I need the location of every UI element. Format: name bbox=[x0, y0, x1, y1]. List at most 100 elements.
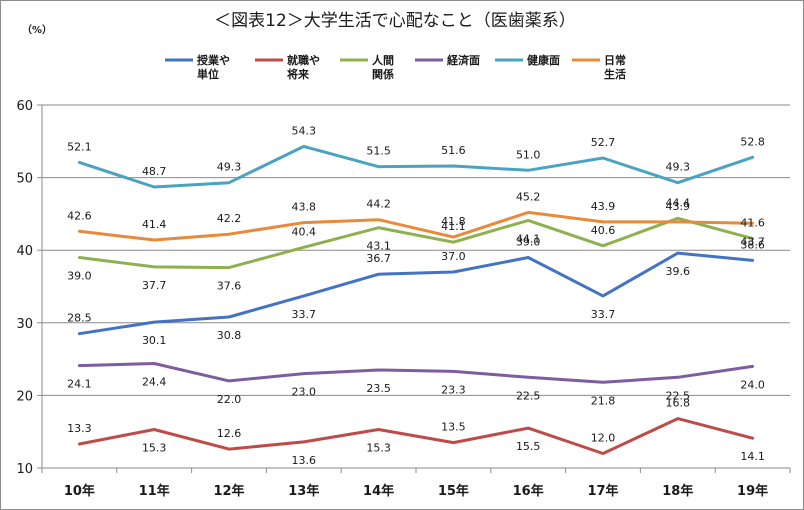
axes: 10 20 30 40 50 60 10年 11年 12年 13年 14年 15年 16年 17年 18年 1… bbox=[16, 99, 791, 499]
legend-label: 関係 bbox=[372, 67, 394, 81]
data-label: 24.0 bbox=[740, 378, 765, 391]
series-line bbox=[77, 251, 755, 336]
data-label: 14.1 bbox=[740, 450, 765, 463]
data-label: 51.0 bbox=[516, 148, 541, 161]
data-label: 21.8 bbox=[591, 394, 616, 407]
data-label: 24.4 bbox=[142, 375, 167, 388]
data-label: 44.4 bbox=[666, 196, 691, 209]
data-label: 33.7 bbox=[591, 308, 616, 321]
data-label: 37.0 bbox=[441, 250, 466, 263]
data-label: 54.3 bbox=[292, 124, 317, 137]
legend-label: 将来 bbox=[287, 67, 310, 81]
data-label: 44.1 bbox=[516, 232, 541, 245]
y-tick-label: 60 bbox=[16, 99, 33, 114]
y-tick-label: 30 bbox=[16, 317, 33, 332]
data-label: 43.9 bbox=[666, 200, 691, 213]
data-label: 40.6 bbox=[591, 224, 616, 237]
series-line bbox=[77, 216, 755, 270]
data-label: 36.7 bbox=[366, 252, 391, 265]
data-label: 52.1 bbox=[67, 140, 92, 153]
data-label: 28.5 bbox=[67, 312, 92, 325]
gridlines bbox=[42, 104, 790, 396]
data-label: 44.2 bbox=[366, 198, 391, 211]
y-tick-label: 20 bbox=[16, 389, 33, 404]
legend-label: 日常 bbox=[604, 53, 626, 67]
y-tick-label: 10 bbox=[16, 462, 33, 477]
legend-label: 経済面 bbox=[447, 53, 480, 67]
data-label: 42.6 bbox=[67, 209, 92, 222]
data-label: 39.0 bbox=[516, 235, 541, 248]
data-label: 48.7 bbox=[142, 165, 167, 178]
x-tick-label: 10年 bbox=[64, 483, 95, 499]
data-label: 30.1 bbox=[142, 334, 167, 347]
data-label: 15.3 bbox=[366, 442, 391, 455]
data-label: 51.5 bbox=[366, 145, 391, 158]
data-label: 42.2 bbox=[217, 212, 242, 225]
data-label: 33.7 bbox=[292, 308, 317, 321]
y-tick-label: 40 bbox=[16, 244, 33, 259]
x-tick-label: 19年 bbox=[737, 483, 768, 499]
data-label: 43.9 bbox=[591, 200, 616, 213]
data-label: 22.5 bbox=[666, 389, 691, 402]
data-label: 23.5 bbox=[366, 382, 391, 395]
data-label: 43.8 bbox=[292, 201, 317, 214]
data-label: 30.8 bbox=[217, 329, 242, 342]
data-label: 13.3 bbox=[67, 422, 92, 435]
data-label: 12.0 bbox=[591, 431, 616, 444]
unit-label: （%） bbox=[22, 23, 52, 36]
series-lines bbox=[77, 144, 755, 455]
legend-label: 就職や bbox=[287, 53, 320, 67]
data-label: 41.1 bbox=[441, 220, 466, 233]
data-label: 45.2 bbox=[516, 190, 541, 203]
data-label: 24.1 bbox=[67, 378, 92, 391]
data-label: 51.6 bbox=[441, 144, 466, 157]
x-tick-label: 18年 bbox=[662, 483, 693, 499]
x-tick-label: 13年 bbox=[288, 483, 319, 499]
data-label: 52.8 bbox=[740, 135, 765, 148]
data-label: 22.0 bbox=[217, 393, 242, 406]
x-tick-label: 15年 bbox=[438, 483, 469, 499]
data-label: 16.8 bbox=[666, 397, 691, 410]
data-label: 43.7 bbox=[740, 235, 765, 248]
data-label: 38.6 bbox=[740, 238, 765, 251]
data-label: 49.3 bbox=[217, 161, 242, 174]
data-label: 13.5 bbox=[441, 421, 466, 434]
data-label: 13.6 bbox=[292, 454, 317, 467]
data-label: 15.3 bbox=[142, 442, 167, 455]
x-tick-label: 12年 bbox=[213, 483, 244, 499]
data-label: 23.3 bbox=[441, 383, 466, 396]
chart-title: ＜図表12＞大学生活で心配なこと（医歯薬系） bbox=[214, 11, 576, 31]
data-label: 15.5 bbox=[516, 440, 541, 453]
x-tick-label: 16年 bbox=[513, 483, 544, 499]
data-labels: 28.5 30.1 30.8 33.7 36.7 37.0 39.0 33.7 39.6 38.6… bbox=[67, 124, 765, 466]
series-line bbox=[77, 210, 755, 242]
series-line bbox=[77, 362, 755, 384]
data-label: 40.4 bbox=[292, 225, 317, 238]
data-label: 39.0 bbox=[67, 269, 92, 282]
legend-label: 単位 bbox=[197, 67, 219, 81]
data-label: 23.0 bbox=[292, 386, 317, 399]
legend-label: 人間 bbox=[372, 53, 394, 67]
data-label: 41.4 bbox=[142, 218, 167, 231]
data-label: 43.1 bbox=[366, 240, 391, 253]
data-label: 49.3 bbox=[666, 161, 691, 174]
data-label: 41.8 bbox=[441, 215, 466, 228]
legend-label: 生活 bbox=[604, 67, 626, 81]
data-label: 37.6 bbox=[217, 280, 242, 293]
x-tick-label: 17年 bbox=[587, 483, 618, 499]
data-label: 41.6 bbox=[740, 217, 765, 230]
legend-label: 健康面 bbox=[527, 53, 560, 67]
data-label: 52.7 bbox=[591, 136, 616, 149]
x-tick-label: 14年 bbox=[363, 483, 394, 499]
series-line bbox=[77, 144, 755, 189]
legend-label: 授業や bbox=[197, 53, 230, 67]
y-tick-label: 50 bbox=[16, 172, 33, 187]
data-label: 22.5 bbox=[516, 389, 541, 402]
data-label: 39.6 bbox=[666, 265, 691, 278]
data-label: 37.7 bbox=[142, 279, 167, 292]
series-line bbox=[77, 417, 755, 455]
data-label: 12.6 bbox=[217, 427, 242, 440]
